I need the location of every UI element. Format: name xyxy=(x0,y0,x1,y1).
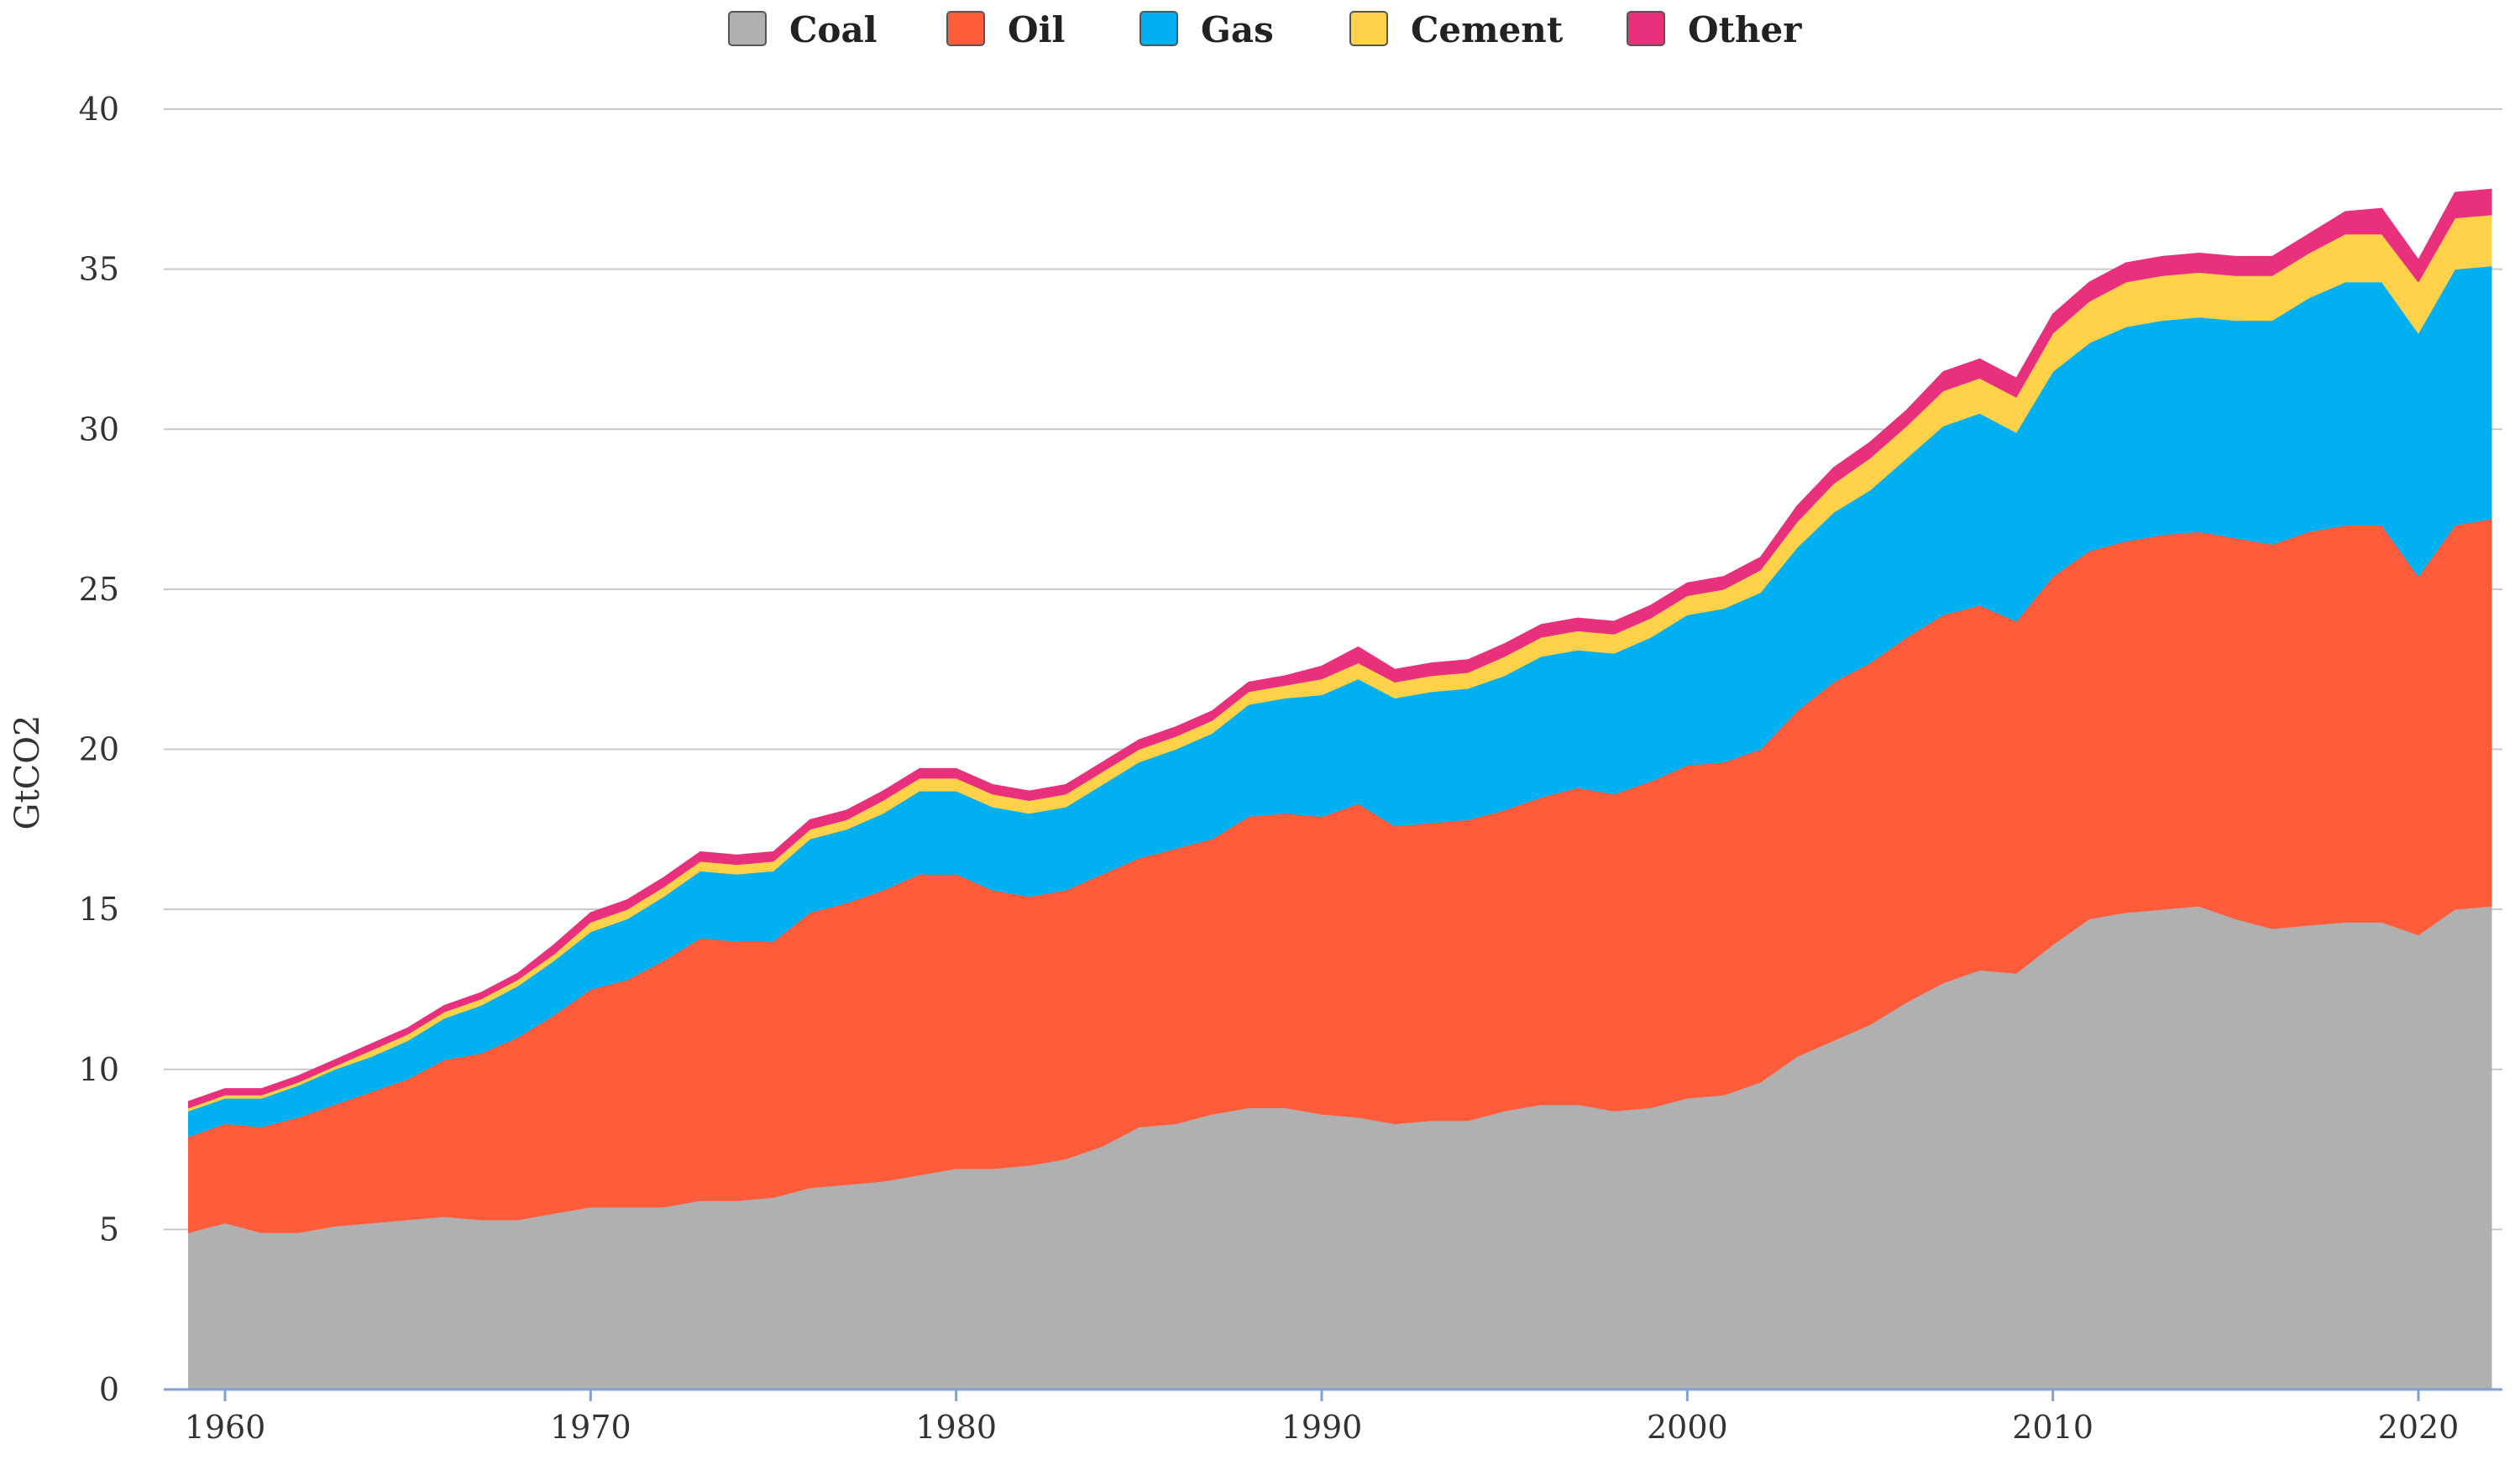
y-tick-label: 30 xyxy=(79,411,119,447)
y-tick-label: 40 xyxy=(79,91,119,128)
y-axis-label: GtCO2 xyxy=(8,715,47,830)
legend-swatch xyxy=(1349,11,1388,46)
legend-item-coal: Coal xyxy=(728,9,878,50)
legend-item-cement: Cement xyxy=(1349,9,1564,50)
area-other xyxy=(187,188,2492,1109)
legend-label: Gas xyxy=(1201,9,1274,50)
x-tick-label: 1980 xyxy=(915,1409,997,1446)
gridlines: 0 5 10 15 20 25 30 35 40 xyxy=(79,91,2502,1408)
legend-swatch xyxy=(1627,11,1665,46)
y-tick-label: 15 xyxy=(79,891,119,928)
legend-swatch xyxy=(946,11,985,46)
legend-label: Coal xyxy=(789,9,878,50)
legend: Coal Oil Gas Cement Other xyxy=(728,9,1802,50)
x-tick-label: 2010 xyxy=(2012,1409,2093,1446)
y-tick-label: 10 xyxy=(79,1051,119,1088)
legend-swatch xyxy=(728,11,767,46)
axes: 1960 1970 1980 1990 2000 2010 2020 xyxy=(164,1388,2502,1446)
y-tick-label: 25 xyxy=(79,571,119,608)
y-tick-label: 0 xyxy=(99,1371,119,1408)
legend-label: Cement xyxy=(1411,9,1564,50)
legend-swatch xyxy=(1140,11,1178,46)
y-tick-label: 20 xyxy=(79,731,119,768)
x-tick-label: 1970 xyxy=(550,1409,631,1446)
stacked-areas xyxy=(187,188,2492,1390)
legend-label: Other xyxy=(1688,9,1802,50)
legend-item-other: Other xyxy=(1627,9,1802,50)
legend-item-oil: Oil xyxy=(946,9,1066,50)
x-tick-label: 2020 xyxy=(2378,1409,2460,1446)
y-tick-label: 35 xyxy=(79,251,119,288)
legend-item-gas: Gas xyxy=(1140,9,1274,50)
legend-label: Oil xyxy=(1008,9,1066,50)
x-tick-label: 2000 xyxy=(1647,1409,1728,1446)
x-tick-label: 1990 xyxy=(1281,1409,1363,1446)
y-tick-label: 5 xyxy=(99,1211,119,1248)
x-tick-label: 1960 xyxy=(185,1409,266,1446)
